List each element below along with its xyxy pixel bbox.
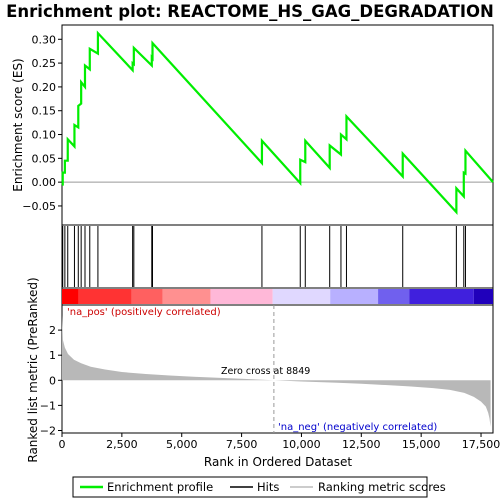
metric-y-tick-label: 0 [49,374,56,387]
es-y-axis-label: Enrichment score (ES) [11,58,25,191]
legend-label-hits: Hits [257,480,279,494]
metric-y-axis-label: Ranked list metric (PreRanked) [26,277,40,462]
metric-plot-frame [61,304,494,434]
es-y-tick-label: 0.15 [32,105,57,118]
es-plot-frame [61,24,494,226]
metric-x-tick-label: 7,500 [226,438,258,451]
metric-y-tick-label: 2 [49,324,56,337]
rank-bar-segment [78,289,132,304]
metric-x-tick-label: 5,000 [166,438,198,451]
legend-label-enrichment-profile: Enrichment profile [107,480,213,494]
pos-label: 'na_pos' (positively correlated) [67,307,221,318]
rank-bar-segment [473,289,493,304]
rank-bar-segment [210,289,273,304]
metric-y-axis: −2 −1 0 1 2 [40,324,62,437]
rank-bar-segment [378,289,410,304]
hits-frame [61,224,494,289]
rank-bar-segment [62,289,79,304]
chart-title: Enrichment plot: REACTOME_HS_GAG_DEGRADA… [6,2,494,21]
metric-x-tick-label: 15,000 [402,438,441,451]
metric-panel: −2 −1 0 1 2 0 2,500 5,000 7,500 10,000 12,500 15,0… [26,277,500,469]
metric-x-axis-label: Rank in Ordered Dataset [204,455,352,469]
es-y-tick-label: 0.00 [32,176,57,189]
rank-bar-segment [162,289,211,304]
rank-color-bar [61,287,494,306]
enrichment-profile-line [61,30,494,215]
legend-label-ranking-metric: Ranking metric scores [318,480,446,494]
es-y-tick-label: −0.05 [22,200,56,213]
es-panel: −0.05 0.00 0.05 0.10 0.15 0.20 0.25 0.30 Enrich… [11,24,494,226]
es-y-tick-label: 0.30 [32,33,57,46]
hit-markers [62,226,466,287]
metric-y-tick-label: −1 [40,399,56,412]
metric-x-tick-label: 10,000 [282,438,321,451]
metric-x-tick-label: 12,500 [342,438,381,451]
metric-y-tick-label: −2 [40,424,56,437]
es-y-axis: −0.05 0.00 0.05 0.10 0.15 0.20 0.25 0.30 [22,33,62,213]
hits-panel [61,224,494,289]
neg-label: 'na_neg' (negatively correlated) [278,422,437,433]
metric-x-tick-label: 17,500 [462,438,500,451]
rank-bar-segment [131,289,163,304]
rank-bar-segment [272,289,331,304]
metric-x-tick-label: 2,500 [106,438,138,451]
metric-y-tick-label: 1 [49,349,56,362]
metric-x-tick-label: 0 [59,438,66,451]
rank-bar-segment [330,289,379,304]
es-y-tick-label: 0.25 [32,57,57,70]
es-y-tick-label: 0.05 [32,152,57,165]
metric-x-axis: 0 2,500 5,000 7,500 10,000 12,500 15,000 17,500 [59,433,500,451]
es-y-tick-label: 0.20 [32,81,57,94]
es-y-tick-label: 0.10 [32,129,57,142]
legend: Enrichment profile Hits Ranking metric s… [72,476,446,498]
rank-bar-segment [409,289,474,304]
zero-cross-label: Zero cross at 8849 [221,366,310,377]
